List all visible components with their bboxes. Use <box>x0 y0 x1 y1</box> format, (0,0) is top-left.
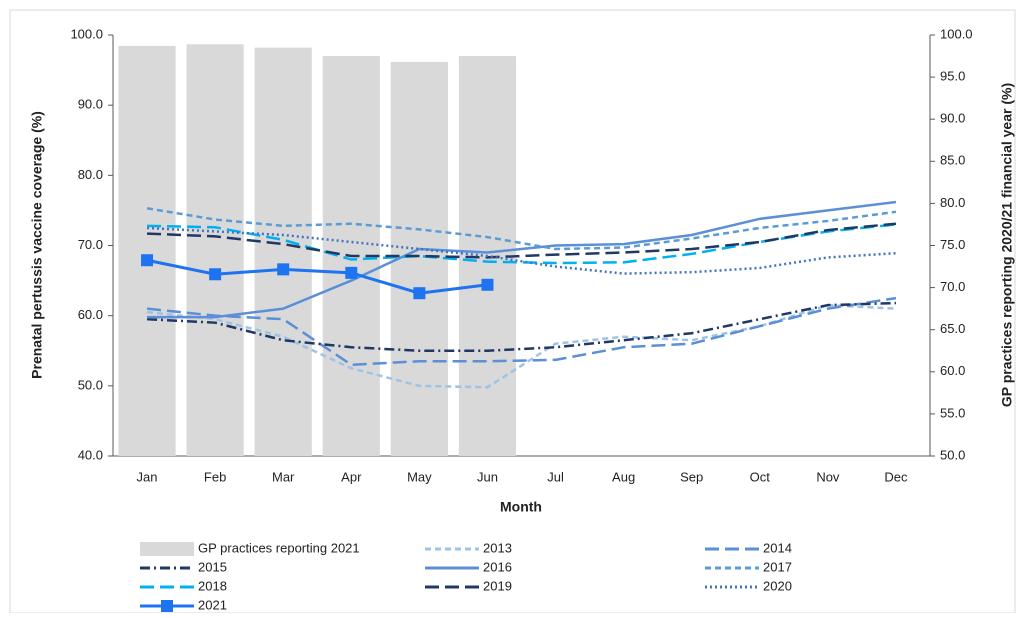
marker <box>209 268 222 281</box>
x-tick-label: Dec <box>884 469 908 484</box>
legend-label: 2013 <box>483 540 512 555</box>
line <box>146 301 896 352</box>
y2-axis-label: GP practices reporting 2020/21 financial… <box>999 83 1015 407</box>
marker <box>141 254 154 267</box>
x-tick-label: Mar <box>272 469 295 484</box>
legend-label: 2015 <box>198 559 227 574</box>
legend-label: 2018 <box>198 578 227 593</box>
y-axis-label: Prenatal pertussis vaccine coverage (%) <box>29 111 45 379</box>
y2-tick-label: 75.0 <box>940 237 965 252</box>
y-tick-label: 90.0 <box>78 97 103 112</box>
marker <box>277 263 290 276</box>
legend-label: 2021 <box>198 597 227 612</box>
line <box>146 226 897 275</box>
y2-tick-label: 80.0 <box>940 195 965 210</box>
y2-tick-label: 60.0 <box>940 363 965 378</box>
legend-label: 2014 <box>763 540 792 555</box>
x-tick-label: Sep <box>680 469 703 484</box>
marker <box>481 278 494 291</box>
legend-label: 2017 <box>763 559 792 574</box>
bar <box>254 47 312 456</box>
line <box>146 258 488 295</box>
y2-tick-label: 90.0 <box>940 111 965 126</box>
line <box>147 200 897 319</box>
bar <box>186 44 244 457</box>
legend-label: GP practices reporting 2021 <box>198 540 360 555</box>
x-tick-label: May <box>407 469 432 484</box>
y-tick-label: 70.0 <box>78 237 103 252</box>
y-tick-label: 80.0 <box>78 167 103 182</box>
y2-tick-label: 50.0 <box>940 447 965 462</box>
line <box>146 207 897 251</box>
x-tick-label: Nov <box>816 469 840 484</box>
y2-tick-label: 95.0 <box>940 69 965 84</box>
x-axis-label: Month <box>500 499 542 515</box>
legend-swatch <box>140 542 194 556</box>
x-tick-label: Jan <box>137 469 158 484</box>
line <box>146 296 897 367</box>
x-tick-label: Aug <box>612 469 635 484</box>
y2-tick-label: 65.0 <box>940 321 965 336</box>
y2-tick-label: 85.0 <box>940 153 965 168</box>
y2-tick-label: 55.0 <box>940 405 965 420</box>
x-tick-label: Feb <box>204 469 226 484</box>
bar <box>118 45 176 457</box>
x-tick-label: Jun <box>477 469 498 484</box>
legend-label: 2016 <box>483 559 512 574</box>
y2-tick-label: 100.0 <box>940 26 973 41</box>
legend-swatch <box>161 600 173 612</box>
x-tick-label: Jul <box>547 469 564 484</box>
legend-label: 2019 <box>483 578 512 593</box>
line <box>146 222 897 259</box>
y-tick-label: 100.0 <box>70 26 103 41</box>
y-tick-label: 40.0 <box>78 447 103 462</box>
x-tick-label: Oct <box>750 469 771 484</box>
x-tick-label: Apr <box>341 469 362 484</box>
y-tick-label: 60.0 <box>78 307 103 322</box>
legend-label: 2020 <box>763 578 792 593</box>
marker <box>413 287 426 300</box>
y2-tick-label: 70.0 <box>940 279 965 294</box>
y-tick-label: 50.0 <box>78 377 103 392</box>
marker <box>345 266 358 279</box>
